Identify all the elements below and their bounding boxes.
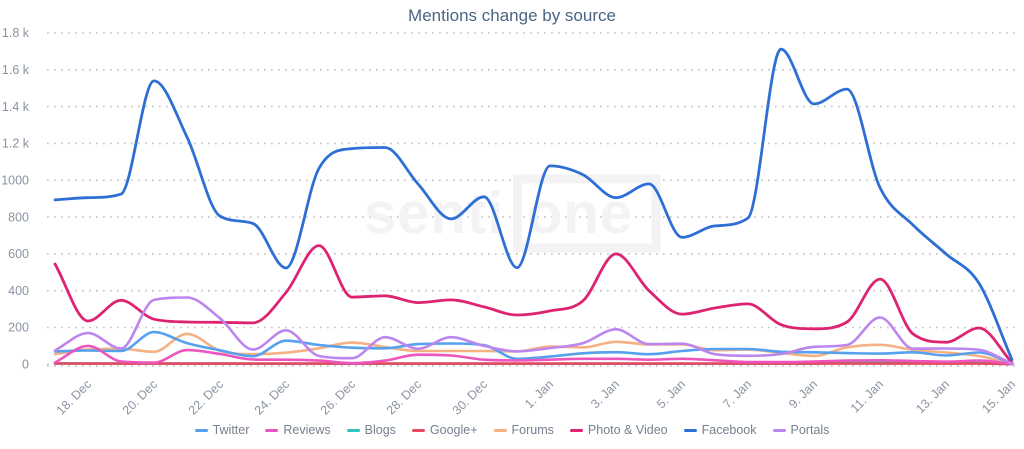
svg-text:0: 0 bbox=[22, 358, 29, 372]
svg-text:18. Dec: 18. Dec bbox=[54, 377, 94, 417]
svg-text:1.8 k: 1.8 k bbox=[2, 26, 30, 40]
svg-text:1000: 1000 bbox=[1, 174, 29, 188]
svg-text:15. Jan: 15. Jan bbox=[979, 377, 1018, 416]
svg-text:22. Dec: 22. Dec bbox=[186, 377, 226, 417]
svg-text:5. Jan: 5. Jan bbox=[654, 377, 688, 411]
svg-text:1.2 k: 1.2 k bbox=[2, 137, 30, 151]
svg-text:30. Dec: 30. Dec bbox=[450, 377, 490, 417]
svg-text:7. Jan: 7. Jan bbox=[720, 377, 754, 411]
svg-text:13. Jan: 13. Jan bbox=[913, 377, 952, 416]
svg-text:600: 600 bbox=[8, 247, 29, 261]
svg-text:26. Dec: 26. Dec bbox=[318, 377, 358, 417]
svg-text:one: one bbox=[527, 181, 633, 246]
svg-text:400: 400 bbox=[8, 284, 29, 298]
svg-text:200: 200 bbox=[8, 321, 29, 335]
svg-text:3. Jan: 3. Jan bbox=[588, 377, 622, 411]
svg-text:20. Dec: 20. Dec bbox=[120, 377, 160, 417]
svg-text:senti: senti bbox=[364, 181, 504, 246]
svg-text:1.6 k: 1.6 k bbox=[2, 63, 30, 77]
svg-text:1. Jan: 1. Jan bbox=[522, 377, 556, 411]
svg-text:800: 800 bbox=[8, 210, 29, 224]
svg-text:24. Dec: 24. Dec bbox=[252, 377, 292, 417]
svg-text:11. Jan: 11. Jan bbox=[848, 377, 886, 415]
svg-text:28. Dec: 28. Dec bbox=[384, 377, 424, 417]
svg-text:9. Jan: 9. Jan bbox=[786, 377, 820, 411]
svg-text:1.4 k: 1.4 k bbox=[2, 100, 30, 114]
